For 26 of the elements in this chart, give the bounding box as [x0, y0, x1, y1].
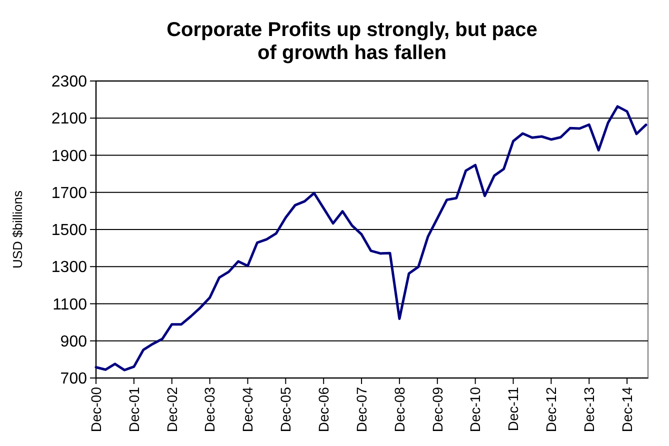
y-tick-label: 2300: [51, 74, 88, 91]
x-tick-label: Dec-13: [581, 386, 598, 432]
y-tick-label: 1300: [51, 259, 88, 276]
x-tick-label: Dec-00: [88, 386, 104, 432]
x-tick-label: Dec-06: [315, 386, 332, 432]
x-tick-label: Dec-02: [164, 386, 180, 432]
x-tick-label: Dec-05: [278, 386, 294, 432]
x-tick-label: Dec-08: [391, 386, 408, 432]
y-tick-label: 1500: [51, 222, 88, 240]
x-tick-label: Dec-04: [240, 386, 256, 432]
x-tick-label: Dec-07: [353, 386, 370, 432]
y-tick-label: 1700: [51, 184, 88, 202]
x-tick-label: Dec-14: [618, 386, 635, 432]
x-tick-label: Dec-09: [429, 386, 446, 432]
x-tick-label: Dec-01: [126, 386, 142, 432]
y-tick-label: 1100: [52, 296, 88, 314]
y-tick-label: 1900: [51, 148, 88, 165]
y-tick-label: 2100: [51, 110, 88, 128]
x-tick-label: Dec-10: [467, 386, 484, 432]
y-axis-title: USD $billions: [10, 190, 25, 269]
chart-title: Corporate Profits up strongly, but pace of growth has fallen: [166, 19, 538, 64]
x-tick-label: Dec-11: [505, 386, 522, 432]
x-tick-label: Dec-03: [202, 386, 218, 432]
x-tick-label: Dec-12: [543, 386, 560, 432]
y-tick-label: 900: [60, 333, 88, 350]
y-tick-label: 700: [60, 370, 88, 388]
